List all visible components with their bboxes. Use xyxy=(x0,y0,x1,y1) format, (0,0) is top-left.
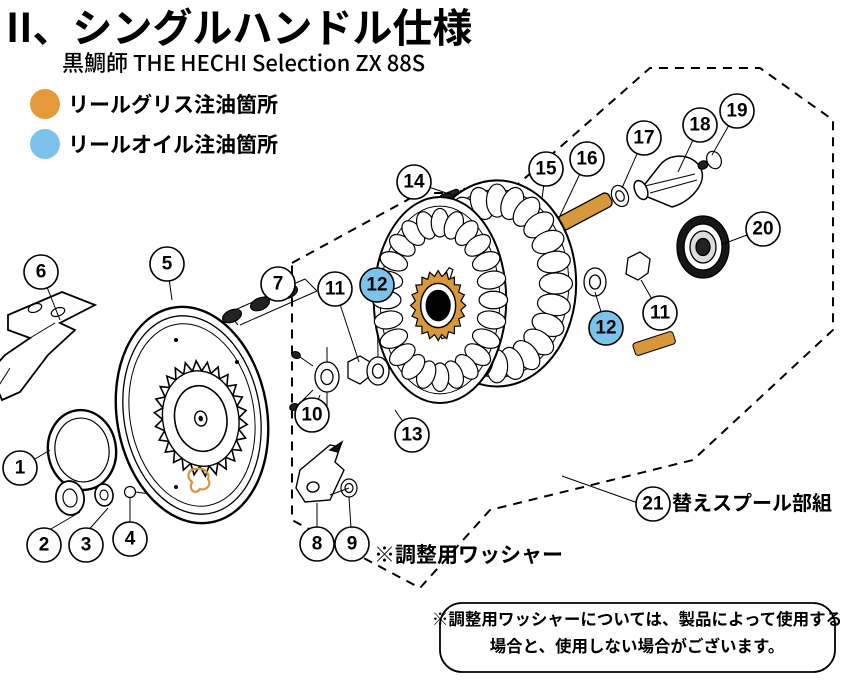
svg-text:18: 18 xyxy=(689,115,710,136)
svg-text:替えスプール部組: 替えスプール部組 xyxy=(672,487,832,516)
svg-text:14: 14 xyxy=(403,172,425,193)
svg-text:15: 15 xyxy=(535,159,557,180)
svg-text:場合と、使用しない場合がございます。: 場合と、使用しない場合がございます。 xyxy=(490,633,785,657)
svg-text:20: 20 xyxy=(752,219,773,240)
svg-text:11: 11 xyxy=(325,279,346,300)
svg-text:※調整用ワッシャー: ※調整用ワッシャー xyxy=(374,539,563,569)
svg-text:8: 8 xyxy=(312,534,323,555)
svg-text:※調整用ワッシャーについては、製品によって使用する: ※調整用ワッシャーについては、製品によって使用する xyxy=(432,606,842,630)
svg-text:12: 12 xyxy=(366,275,387,296)
svg-text:13: 13 xyxy=(401,425,422,446)
svg-text:7: 7 xyxy=(273,274,284,295)
svg-text:11: 11 xyxy=(650,303,671,324)
svg-text:2: 2 xyxy=(39,535,50,556)
svg-text:10: 10 xyxy=(301,405,322,426)
svg-text:19: 19 xyxy=(726,101,747,122)
svg-text:21: 21 xyxy=(642,494,664,515)
svg-text:5: 5 xyxy=(162,254,173,275)
svg-text:6: 6 xyxy=(36,262,47,283)
svg-text:17: 17 xyxy=(633,128,654,149)
svg-text:16: 16 xyxy=(576,149,597,170)
svg-text:4: 4 xyxy=(125,529,136,550)
svg-text:1: 1 xyxy=(15,458,26,479)
svg-text:12: 12 xyxy=(595,318,616,339)
svg-text:9: 9 xyxy=(347,534,358,555)
svg-text:3: 3 xyxy=(81,535,92,556)
